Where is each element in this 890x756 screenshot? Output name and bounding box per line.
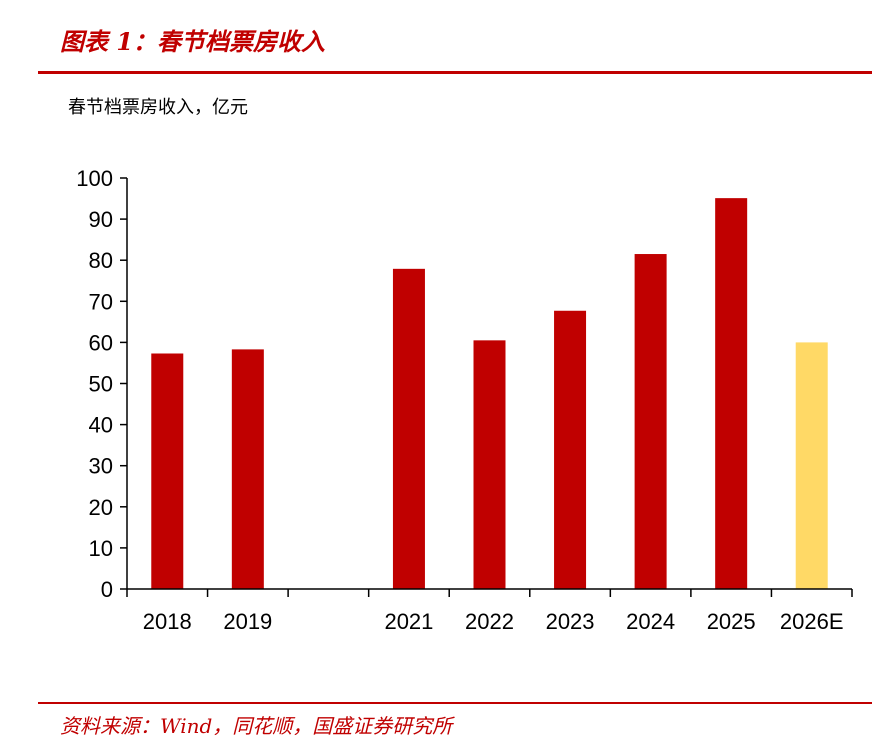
bar-2024 (634, 254, 667, 589)
y-tick-label-80: 80 (89, 248, 113, 273)
bar-2022 (473, 340, 506, 589)
x-tick-label-2026E: 2026E (780, 609, 844, 634)
bar-2021 (392, 268, 425, 589)
y-tick-label-100: 100 (76, 166, 113, 191)
revenue-bar-chart: 0 10 20 30 40 50 60 70 80 90 100 2018 2019 2021 2022 20… (76, 166, 853, 634)
y-tick-label-40: 40 (89, 413, 113, 438)
y-tick-label-90: 90 (89, 207, 113, 232)
x-tick-label-2025: 2025 (707, 609, 756, 634)
x-tick-label-2024: 2024 (626, 609, 675, 634)
x-tick-label-2021: 2021 (384, 609, 433, 634)
y-tick-label-60: 60 (89, 330, 113, 355)
y-tick-label-30: 30 (89, 454, 113, 479)
y-axis-unit-label: 春节档票房收入，亿元 (68, 97, 248, 118)
bar-2019 (231, 349, 264, 589)
x-tick-label-2018: 2018 (143, 609, 192, 634)
source-divider (38, 702, 872, 704)
bar-2025 (715, 198, 748, 589)
source-note: 资料来源：Wind，同花顺，国盛证券研究所 (60, 714, 453, 738)
title-divider (38, 71, 872, 74)
figure-title: 图表 1：春节档票房收入 (60, 27, 326, 56)
y-tick-label-10: 10 (89, 536, 113, 561)
bar-2018 (151, 353, 184, 589)
y-tick-label-20: 20 (89, 495, 113, 520)
y-tick-label-0: 0 (101, 577, 113, 602)
x-tick-label-2022: 2022 (465, 609, 514, 634)
x-tick-label-2023: 2023 (546, 609, 595, 634)
y-tick-label-50: 50 (89, 372, 113, 397)
bar-2026E (795, 342, 828, 589)
y-tick-label-70: 70 (89, 289, 113, 314)
x-tick-label-2019: 2019 (223, 609, 272, 634)
bar-2023 (554, 310, 587, 589)
